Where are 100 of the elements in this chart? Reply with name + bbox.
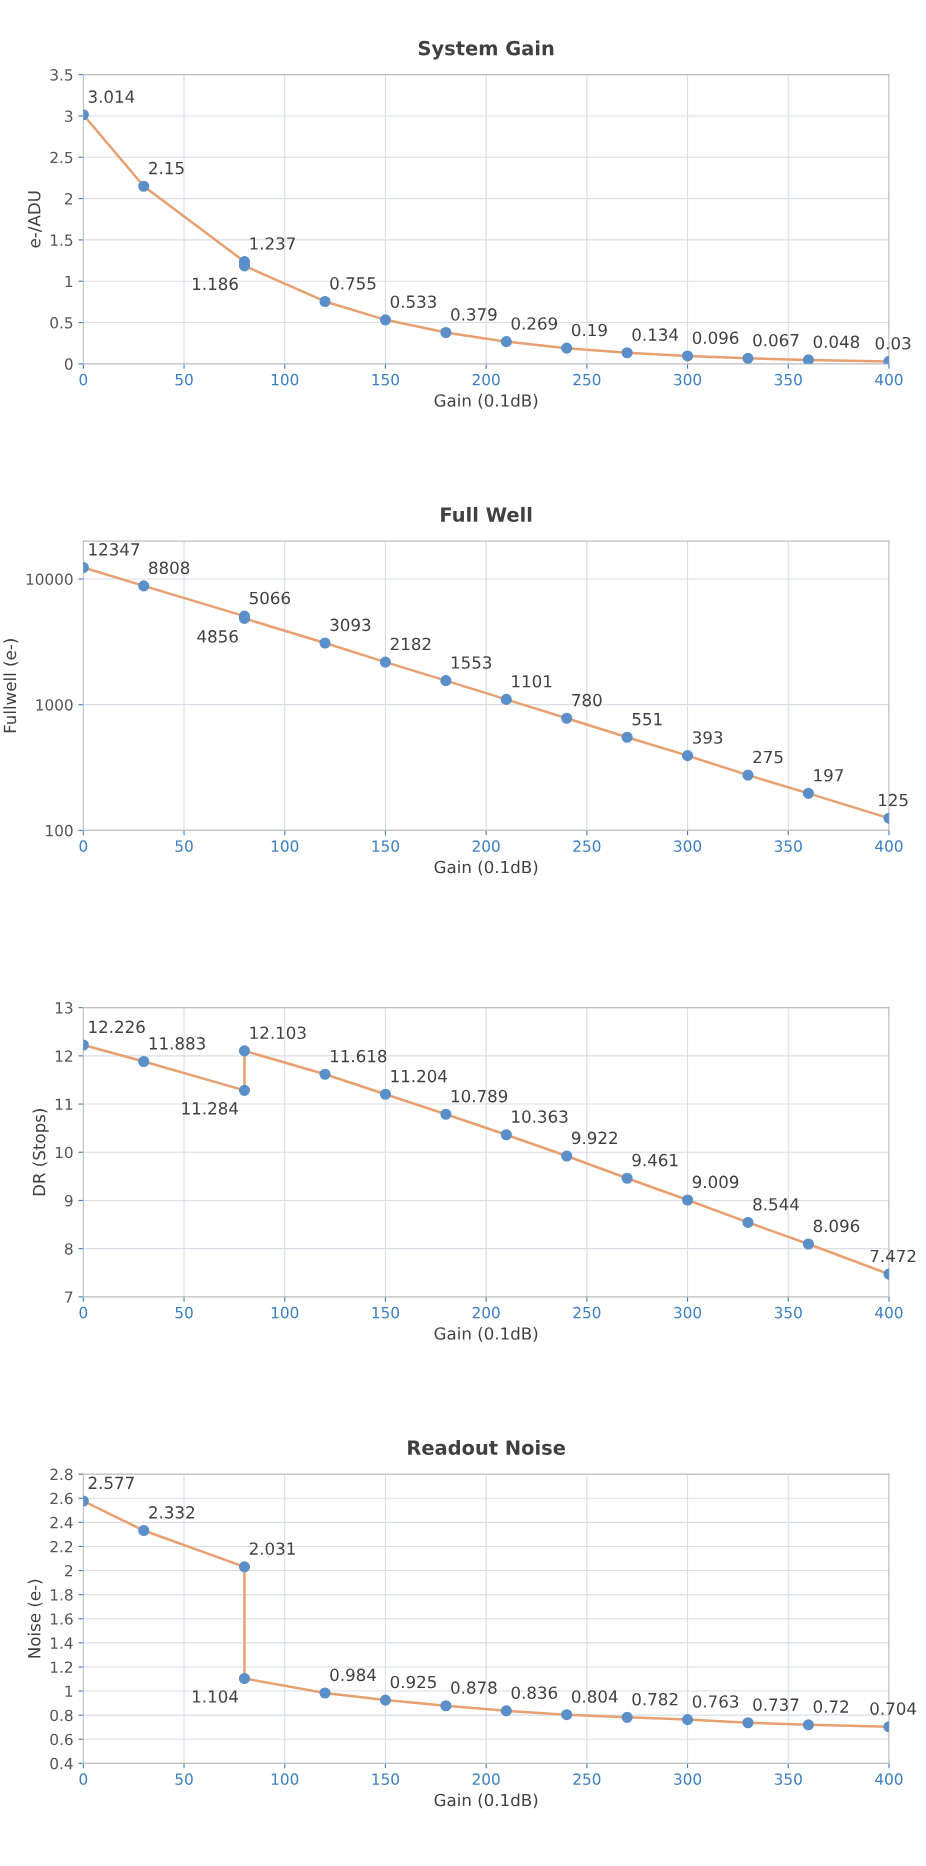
data-label: 197 bbox=[814, 768, 843, 782]
y-tick-label: 9 bbox=[64, 1194, 73, 1207]
data-label: 9.461 bbox=[632, 1153, 678, 1167]
y-tick-label: 1 bbox=[65, 1685, 73, 1697]
x-tick-label: 100 bbox=[271, 1306, 299, 1319]
y-tick-label: 2.2 bbox=[50, 1540, 73, 1553]
x-tick-label: 50 bbox=[175, 1306, 193, 1319]
y-axis-title: DR (Stops) bbox=[32, 1109, 49, 1196]
x-tick-label: 400 bbox=[875, 840, 903, 852]
data-label: 7.472 bbox=[870, 1249, 916, 1263]
x-tick-label: 250 bbox=[573, 840, 601, 852]
data-label: 0.269 bbox=[511, 317, 557, 330]
y-tick-label: 1.2 bbox=[51, 1661, 73, 1673]
data-label: 1553 bbox=[451, 656, 492, 669]
data-label: 2.577 bbox=[88, 1476, 134, 1490]
data-label: 2.031 bbox=[249, 1542, 295, 1555]
x-tick-label: 0 bbox=[79, 840, 88, 852]
data-label: 1.104 bbox=[193, 1690, 238, 1703]
x-tick-label: 400 bbox=[875, 1306, 903, 1319]
y-tick-label: 2.5 bbox=[50, 151, 73, 164]
x-tick-label: 350 bbox=[774, 1773, 802, 1785]
data-label: 4856 bbox=[197, 630, 238, 643]
y-tick-label: 1 bbox=[65, 275, 73, 288]
y-tick-label: 2.4 bbox=[50, 1516, 73, 1529]
x-tick-label: 200 bbox=[472, 1773, 500, 1785]
y-tick-label: 10 bbox=[55, 1146, 73, 1159]
data-label: 11.618 bbox=[331, 1049, 387, 1063]
data-label: 12347 bbox=[89, 543, 140, 556]
y-tick-label: 11 bbox=[55, 1098, 73, 1110]
data-label: 8808 bbox=[149, 561, 190, 575]
x-tick-label: 0 bbox=[79, 1773, 88, 1785]
x-tick-label: 250 bbox=[573, 373, 601, 386]
data-label: 0.836 bbox=[511, 1686, 558, 1699]
data-label: 0.755 bbox=[330, 277, 376, 290]
data-label: 0.737 bbox=[753, 1698, 799, 1711]
y-tick-label: 0.4 bbox=[50, 1757, 73, 1770]
data-label: 0.878 bbox=[451, 1681, 497, 1694]
y-axis-title: Noise (e-) bbox=[27, 1579, 43, 1658]
y-tick-label: 3 bbox=[65, 110, 73, 122]
y-tick-label: 1.5 bbox=[51, 234, 73, 246]
data-label: 0.72 bbox=[813, 1700, 849, 1713]
data-label: 11.883 bbox=[149, 1037, 205, 1050]
x-tick-label: 300 bbox=[674, 840, 702, 852]
x-tick-label: 350 bbox=[774, 840, 802, 852]
x-tick-label: 0 bbox=[79, 373, 88, 386]
x-tick-label: 400 bbox=[875, 1773, 903, 1785]
y-tick-label: 2 bbox=[65, 193, 73, 205]
data-label: 3.014 bbox=[88, 90, 135, 103]
chart-title: Readout Noise bbox=[408, 1439, 565, 1455]
data-label: 0.782 bbox=[632, 1692, 678, 1706]
y-tick-label: 2.6 bbox=[50, 1492, 73, 1505]
x-tick-label: 100 bbox=[271, 373, 299, 386]
x-tick-label: 100 bbox=[271, 1773, 299, 1785]
x-tick-label: 350 bbox=[774, 373, 802, 386]
y-tick-label: 0.6 bbox=[50, 1733, 73, 1746]
y-tick-label: 10000 bbox=[26, 573, 73, 585]
y-tick-label: 1.8 bbox=[51, 1589, 73, 1601]
x-tick-label: 300 bbox=[674, 373, 702, 386]
data-label: 0.984 bbox=[330, 1668, 376, 1682]
x-tick-label: 150 bbox=[372, 1306, 400, 1319]
data-label: 0.134 bbox=[632, 328, 679, 341]
data-label: 2182 bbox=[390, 637, 431, 651]
data-label: 125 bbox=[879, 793, 908, 807]
data-label: 551 bbox=[632, 712, 662, 726]
data-label: 0.03 bbox=[875, 336, 911, 350]
y-tick-label: 13 bbox=[55, 1002, 73, 1014]
data-label: 9.922 bbox=[571, 1131, 617, 1145]
data-label: 2.15 bbox=[149, 161, 184, 175]
x-tick-label: 50 bbox=[175, 373, 193, 386]
x-tick-label: 350 bbox=[774, 1306, 802, 1319]
data-label: 1101 bbox=[512, 674, 552, 688]
data-label: 8.544 bbox=[753, 1198, 799, 1211]
data-label: 10.789 bbox=[451, 1089, 508, 1103]
x-axis-title: Gain (0.1dB) bbox=[434, 1793, 538, 1809]
data-label: 0.533 bbox=[390, 295, 436, 308]
x-tick-label: 150 bbox=[372, 1773, 400, 1785]
data-label: 780 bbox=[572, 693, 602, 707]
data-label: 393 bbox=[692, 731, 723, 744]
y-tick-label: 1.4 bbox=[51, 1637, 73, 1649]
y-tick-label: 3.5 bbox=[50, 69, 73, 81]
x-axis-title: Gain (0.1dB) bbox=[434, 393, 538, 409]
x-tick-label: 50 bbox=[175, 1773, 193, 1785]
data-label: 0.925 bbox=[390, 1675, 436, 1689]
x-tick-label: 400 bbox=[875, 373, 903, 386]
x-axis-title: Gain (0.1dB) bbox=[434, 1326, 538, 1342]
chart-title: System Gain bbox=[418, 40, 554, 60]
x-tick-label: 200 bbox=[472, 1306, 500, 1319]
data-label: 2.332 bbox=[149, 1506, 194, 1519]
y-tick-label: 2 bbox=[65, 1565, 73, 1577]
y-tick-label: 0.8 bbox=[50, 1709, 73, 1722]
data-label: 1.186 bbox=[193, 277, 238, 291]
data-label: 12.103 bbox=[250, 1026, 306, 1040]
data-label: 5066 bbox=[249, 591, 290, 605]
x-tick-label: 0 bbox=[79, 1306, 88, 1319]
data-label: 1.237 bbox=[250, 237, 295, 250]
data-label: 9.009 bbox=[692, 1175, 739, 1189]
y-tick-label: 2.8 bbox=[50, 1468, 73, 1481]
y-axis-title: Fullwell (e-) bbox=[3, 639, 19, 733]
data-label: 0.804 bbox=[571, 1690, 618, 1703]
data-label: 8.096 bbox=[813, 1219, 860, 1233]
